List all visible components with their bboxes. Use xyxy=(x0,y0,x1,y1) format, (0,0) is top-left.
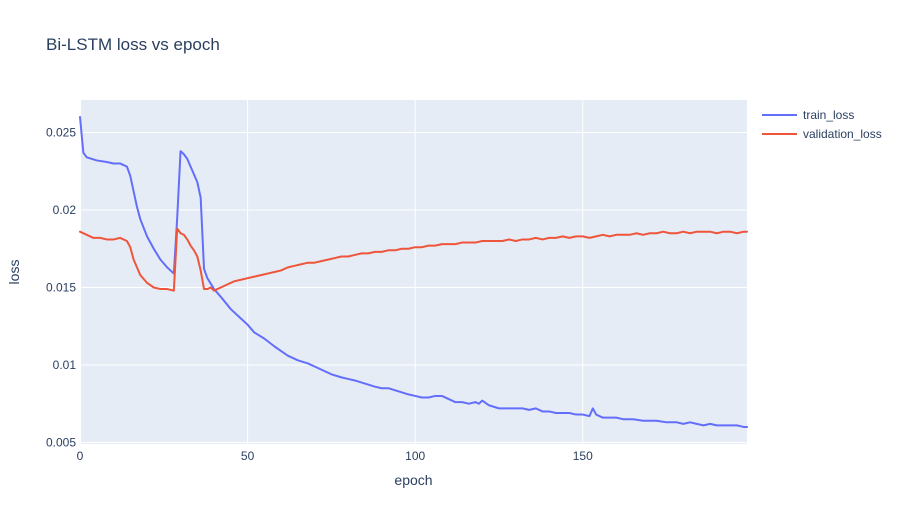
x-tick-label: 0 xyxy=(77,449,84,463)
x-axis-title: epoch xyxy=(394,472,432,488)
legend-item-train-loss[interactable]: train_loss xyxy=(762,108,854,122)
legend-label: validation_loss xyxy=(803,127,882,141)
y-tick-labels: 0.005 0.01 0.015 0.02 0.025 xyxy=(46,126,76,450)
x-tick-label: 100 xyxy=(405,449,425,463)
x-tick-label: 150 xyxy=(573,449,593,463)
legend-label: train_loss xyxy=(803,108,854,122)
y-tick-label: 0.02 xyxy=(53,203,77,217)
y-tick-label: 0.015 xyxy=(46,280,76,294)
series-line-validation-loss xyxy=(79,227,748,292)
series-line-train-loss xyxy=(79,116,748,428)
legend-item-validation-loss[interactable]: validation_loss xyxy=(762,127,882,141)
y-tick-label: 0.01 xyxy=(53,358,77,372)
chart-title: Bi-LSTM loss vs epoch xyxy=(46,35,220,54)
grid-layer xyxy=(79,100,747,444)
y-tick-label: 0.005 xyxy=(46,435,76,449)
legend[interactable]: train_loss validation_loss xyxy=(762,108,882,141)
y-tick-label: 0.025 xyxy=(46,126,76,140)
series-layer xyxy=(79,116,748,428)
y-axis-title: loss xyxy=(6,260,22,285)
x-tick-label: 50 xyxy=(241,449,255,463)
x-tick-labels: 0 50 100 150 xyxy=(77,449,593,463)
plot-background xyxy=(80,100,747,444)
